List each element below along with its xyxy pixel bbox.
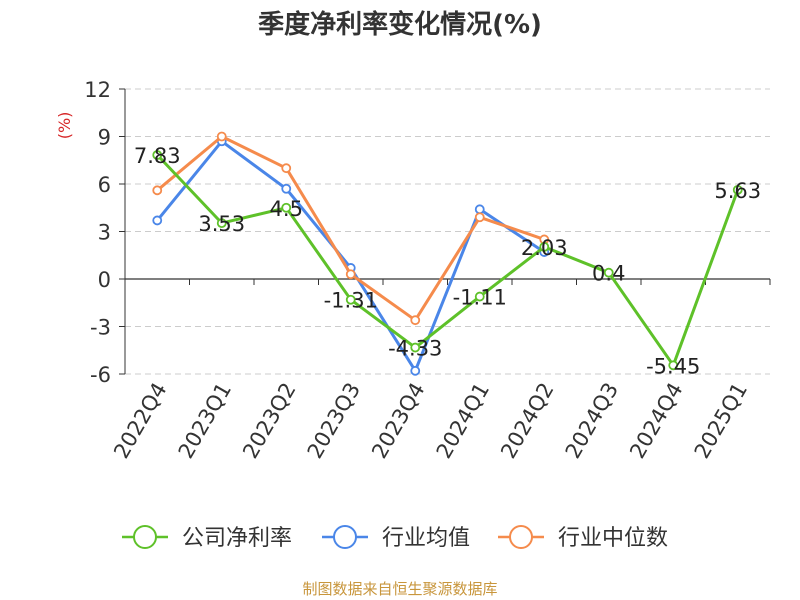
legend-swatch-marker — [133, 525, 157, 549]
y-tick-label: 9 — [98, 126, 111, 150]
x-tick-label: 2023Q1 — [174, 379, 236, 463]
x-tick-label: 2025Q1 — [690, 379, 752, 463]
data-point — [281, 163, 292, 174]
data-point — [152, 185, 163, 196]
y-tick-label: 12 — [84, 78, 111, 102]
data-label: 0.4 — [592, 262, 625, 286]
y-tick-label: 3 — [98, 221, 111, 245]
legend-label: 行业中位数 — [558, 526, 668, 551]
legend-label: 行业均值 — [382, 526, 470, 551]
data-label: 7.83 — [134, 144, 181, 168]
y-tick-label: -3 — [90, 316, 111, 340]
data-point — [474, 204, 485, 215]
grid-lines — [125, 88, 770, 375]
data-label: 5.63 — [714, 179, 761, 203]
data-point — [345, 269, 356, 280]
data-point — [410, 365, 421, 376]
data-point — [539, 241, 550, 252]
series-line — [156, 139, 546, 373]
x-tick-label: 2024Q4 — [625, 379, 687, 463]
data-point — [345, 294, 356, 305]
source-note: 制图数据来自恒生聚源数据库 — [302, 580, 498, 598]
data-point — [281, 202, 292, 213]
series-line — [156, 153, 740, 367]
x-tick-label: 2024Q1 — [432, 379, 494, 463]
legend-swatch-marker — [509, 525, 533, 549]
data-point — [152, 215, 163, 226]
x-tick-label: 2023Q2 — [238, 379, 300, 463]
x-tick-label: 2024Q3 — [561, 379, 623, 463]
data-point — [474, 212, 485, 223]
data-point — [410, 342, 421, 353]
series-lines — [152, 131, 743, 376]
x-tick-label: 2022Q4 — [109, 379, 171, 463]
x-tick-label: 2023Q4 — [367, 379, 429, 463]
x-tick-label: 2023Q3 — [303, 379, 365, 463]
legend: 公司净利率 行业均值 行业中位数 — [122, 525, 668, 551]
data-label: -1.11 — [453, 286, 507, 310]
data-point — [216, 218, 227, 229]
data-label: 2.03 — [521, 236, 568, 260]
legend-label: 公司净利率 — [182, 526, 292, 551]
data-label: -4.33 — [388, 337, 442, 361]
data-point — [216, 131, 227, 142]
data-label: 3.53 — [198, 212, 245, 236]
legend-swatch-marker — [333, 525, 357, 549]
data-label: -1.31 — [324, 289, 378, 313]
x-tick-label: 2024Q2 — [496, 379, 558, 463]
y-tick-label: -6 — [90, 363, 111, 387]
data-point — [410, 315, 421, 326]
data-point — [474, 291, 485, 302]
data-point — [152, 150, 163, 160]
data-point — [603, 267, 614, 278]
data-labels: 7.83 3.53 4.5 -1.31 -4.33 -1.11 2.03 0.4 -5.45 5.… — [134, 144, 761, 378]
chart-title: 季度净利率变化情况(%) — [258, 10, 542, 40]
y-tick-label: 6 — [98, 173, 111, 197]
data-point — [281, 183, 292, 194]
data-point — [732, 184, 743, 195]
y-tick-label: 0 — [98, 268, 111, 292]
data-label: 4.5 — [270, 197, 303, 221]
data-point — [668, 360, 679, 371]
y-axis-label: (%) — [55, 112, 74, 140]
data-label: -5.45 — [646, 354, 700, 378]
